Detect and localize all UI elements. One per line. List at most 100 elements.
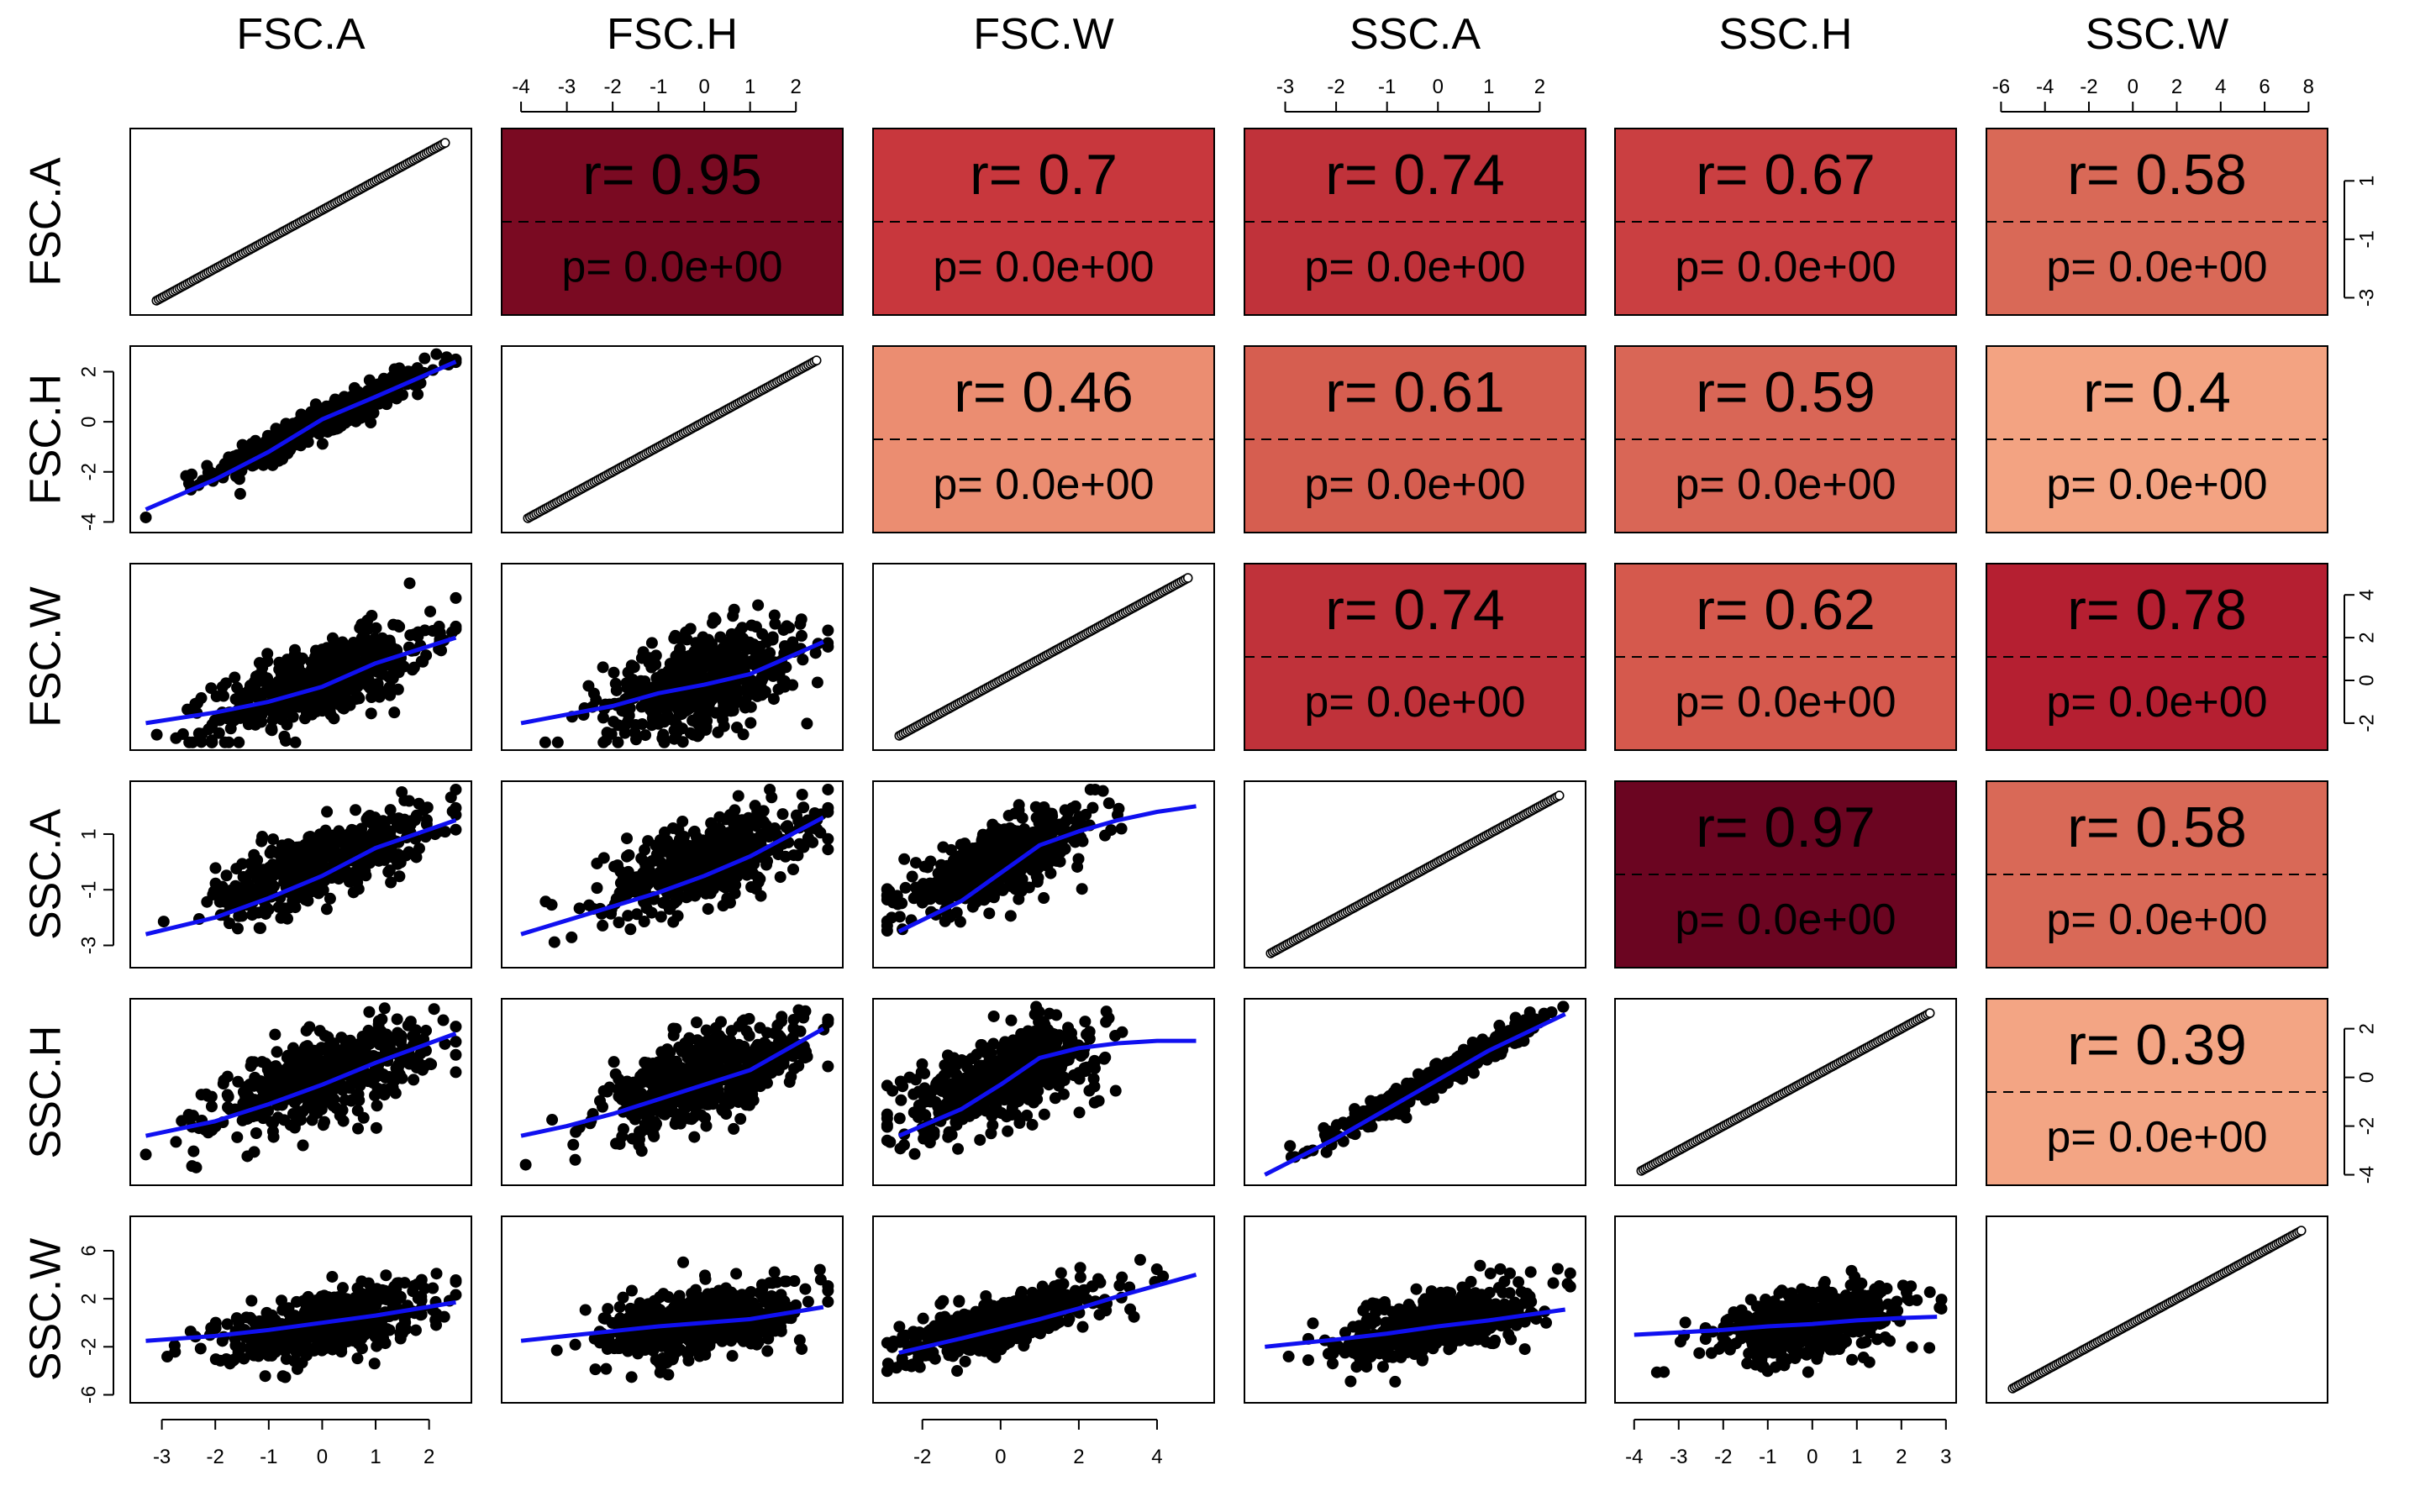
scatter-point [338,414,350,427]
scatter-point [634,1070,647,1083]
scatter-point [644,1117,657,1130]
scatter-point [450,1021,462,1033]
scatter-point [679,705,692,717]
scatter-point [450,801,462,814]
scatter-point [1115,822,1128,835]
scatter-point [360,1074,373,1087]
scatter-point [759,1037,771,1050]
scatter-point [694,639,707,652]
scatter-point [369,1089,381,1102]
panel-border [872,563,1215,751]
scatter-point [196,727,208,740]
scatter-point [590,694,602,706]
scatter-point [260,435,272,448]
scatter-point [187,1110,199,1122]
correlation-r-label: r= 0.78 [2067,578,2247,642]
cell-fsc-a-vs-fsc-w: r= 0.7p= 0.0e+00 [872,128,1215,316]
correlation-p-label: p= 0.0e+00 [2046,678,2267,727]
scatter-point [539,736,551,748]
scatter-point [723,896,736,909]
scatter-point [408,365,420,378]
scatter-point [670,1115,682,1127]
scatter-point [282,837,295,850]
scatter-point [382,865,395,878]
cell-fsc-w-vs-ssc-w: r= 0.78 p= 0.0e+00 [1986,563,2328,751]
scatter-point [597,661,609,674]
scatter-point [299,894,312,906]
scatter-point [364,833,376,846]
scatter-point [139,511,152,523]
scatter-point [772,683,785,696]
scatter-point [699,844,712,857]
scatter-point [384,689,397,701]
scatter-point [625,659,638,672]
scatter-point [383,634,396,647]
scatter-point [1028,834,1040,847]
row-title-fsc-w: FSC.W [22,586,71,727]
correlation-p-label: p= 0.0e+00 [2046,243,2267,291]
scatter-point [822,806,834,818]
scatter-point [231,922,244,935]
panel-border [501,563,844,751]
scatter-point [301,1040,313,1053]
correlation-p-label: p= 0.0e+00 [1304,243,1525,291]
scatter-point [691,1016,703,1029]
scatter-point [716,1103,729,1116]
scatter-point [1044,818,1057,831]
scatter-point [737,728,750,741]
correlation-p-label: p= 0.0e+00 [1675,895,1896,944]
scatter-point [608,716,620,728]
scatter-point [981,848,993,860]
scatter-point [612,736,624,748]
scatter-point [288,870,301,883]
scatter-point [680,891,692,904]
scatter-point [1039,807,1052,820]
scatter-point [777,1058,790,1070]
scatter-point [420,814,433,827]
correlation-r-label: r= 0.46 [954,360,1134,424]
scatter-point [611,859,623,872]
scatter-point [917,878,929,890]
scatter-point [569,1153,581,1166]
column-title-fsc-a: FSC.A [236,10,365,59]
scatter-point [216,680,229,693]
scatter-point [708,612,720,624]
scatter-point [736,1015,749,1027]
scatter-point [741,1052,754,1064]
cell-ssc-h-vs-fsc-w [872,998,1215,1186]
scatter-point [681,839,693,852]
scatter-point [229,693,242,706]
scatter-point [450,1036,462,1048]
scatter-point [751,654,764,666]
scatter-point [776,808,789,821]
scatter-point [736,814,749,827]
scatter-point [707,883,719,895]
scatter-point [445,791,457,804]
scatter-point [376,645,388,658]
correlation-p-label: p= 0.0e+00 [933,460,1154,509]
scatter-point [729,868,741,880]
cell-fsc-w-vs-fsc-h [501,563,844,751]
scatter-point [317,1119,329,1131]
scatter-point [1062,806,1075,819]
scatter-point [386,1081,398,1094]
scatter-point [245,708,258,721]
scatter-point [236,858,249,870]
scatter-point [408,661,420,674]
scatter-point [657,1100,670,1113]
scatter-point [610,684,623,696]
scatter-point [273,867,286,879]
row-title-ssc-h: SSC.H [22,1026,71,1159]
scatter-point [794,617,807,630]
panel-border [501,998,844,1186]
scatter-point [944,887,956,900]
scatter-point [305,663,318,675]
scatter-point [1002,809,1015,822]
scatter-point [666,714,679,727]
scatter-point [437,1014,450,1026]
scatter-point [699,1111,712,1124]
scatter-point [712,822,724,835]
scatter-point [362,1024,375,1037]
scatter-point [797,654,809,666]
cell-ssc-a-vs-ssc-a [1244,780,1586,969]
